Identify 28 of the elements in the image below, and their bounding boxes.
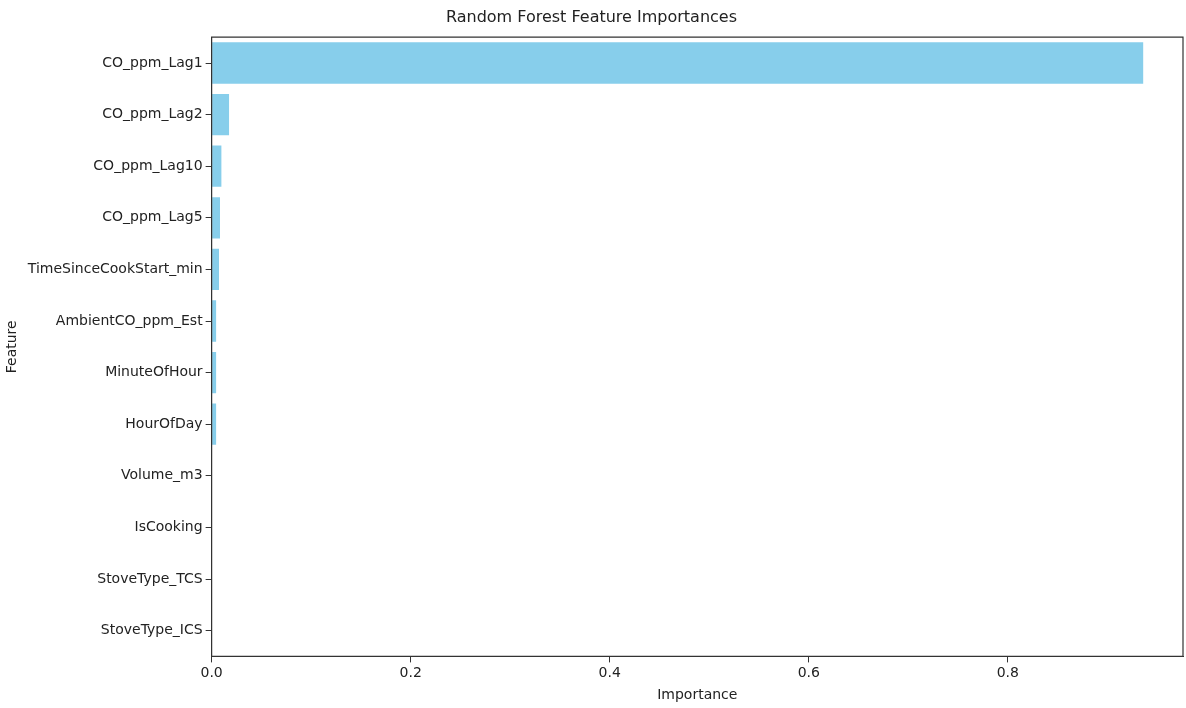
bar <box>212 248 219 291</box>
x-tick-label: 0.2 <box>399 664 422 681</box>
chart-title: Random Forest Feature Importances <box>445 6 738 26</box>
x-tick-label: 0.8 <box>996 664 1019 681</box>
y-tick-label: StoveType_TCS <box>97 569 203 586</box>
y-tick-label: MinuteOfHour <box>105 363 203 380</box>
bar <box>212 42 1144 84</box>
y-tick-label: AmbientCO_ppm_Est <box>55 311 204 328</box>
y-tick-label: CO_ppm_Lag1 <box>102 53 203 70</box>
x-tick-label: 0.4 <box>598 664 621 681</box>
x-tick-label: 0.6 <box>797 664 821 681</box>
x-axis-title: Importance <box>657 686 738 703</box>
y-tick-label: CO_ppm_Lag2 <box>102 105 203 122</box>
y-tick-label: StoveType_ICS <box>100 621 203 638</box>
bar <box>212 145 222 187</box>
bar <box>212 403 217 445</box>
y-axis-title: Feature <box>3 320 20 374</box>
bar <box>212 197 220 239</box>
bar <box>212 300 217 342</box>
bar <box>212 351 217 394</box>
x-tick-label: 0.0 <box>200 664 223 681</box>
y-tick-label: Volume_m3 <box>121 466 203 483</box>
y-tick-label: CO_ppm_Lag5 <box>102 208 203 225</box>
y-tick-label: HourOfDay <box>125 414 203 431</box>
y-tick-label: CO_ppm_Lag10 <box>93 156 203 173</box>
y-tick-label: IsCooking <box>134 518 203 535</box>
bar <box>212 93 230 136</box>
y-tick-label: TimeSinceCookStart_min <box>26 260 203 277</box>
